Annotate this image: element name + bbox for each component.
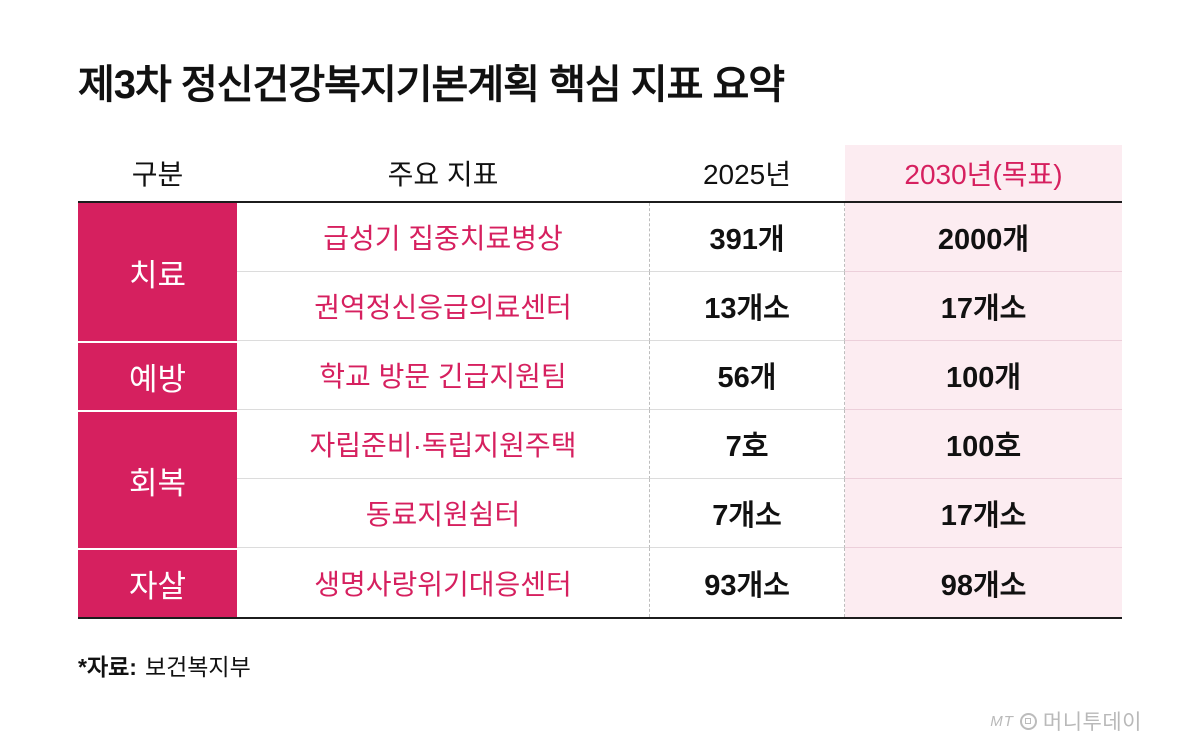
indicator-table: 구분 주요 지표 2025년 2030년(목표) 치료 예방 회복 자살 급성기… bbox=[78, 145, 1122, 619]
value-2025-cell: 7개소 bbox=[649, 479, 845, 548]
moneytoday-logo: MT 머니투데이 bbox=[990, 706, 1142, 736]
value-2030-cell: 98개소 bbox=[845, 548, 1122, 617]
value-2025-cell: 93개소 bbox=[649, 548, 845, 617]
value-2025-cell: 56개 bbox=[649, 341, 845, 410]
value-2025-cell: 7호 bbox=[649, 410, 845, 479]
value-2025-cell: 391개 bbox=[649, 203, 845, 272]
value-2030-cell: 2000개 bbox=[845, 203, 1122, 272]
moneytoday-circle-icon bbox=[1019, 712, 1037, 730]
col-header-indicator: 주요 지표 bbox=[237, 145, 649, 203]
category-cell-recovery: 회복 bbox=[78, 410, 237, 548]
indicator-cell: 동료지원쉼터 bbox=[237, 479, 649, 548]
col-header-2030: 2030년(목표) bbox=[845, 145, 1122, 203]
indicator-cell: 급성기 집중치료병상 bbox=[237, 203, 649, 272]
category-cell-prevention: 예방 bbox=[78, 341, 237, 410]
moneytoday-logo-text: 머니투데이 bbox=[1042, 711, 1142, 734]
indicator-cell: 자립준비·독립지원주택 bbox=[237, 410, 649, 479]
category-cell-treatment: 치료 bbox=[78, 203, 237, 341]
source-label: *자료: bbox=[78, 654, 137, 680]
indicator-cell: 학교 방문 긴급지원팀 bbox=[237, 341, 649, 410]
col-header-category: 구분 bbox=[78, 145, 237, 203]
category-cell-suicide: 자살 bbox=[78, 548, 237, 617]
indicator-cell: 생명사랑위기대응센터 bbox=[237, 548, 649, 617]
value-2030-cell: 17개소 bbox=[845, 272, 1122, 341]
col-header-2025: 2025년 bbox=[649, 145, 845, 203]
indicator-cell: 권역정신응급의료센터 bbox=[237, 272, 649, 341]
source-value: 보건복지부 bbox=[144, 654, 251, 680]
value-2030-cell: 100호 bbox=[845, 410, 1122, 479]
moneytoday-logo-prefix: MT bbox=[990, 712, 1014, 730]
value-2030-cell: 17개소 bbox=[845, 479, 1122, 548]
page-title: 제3차 정신건강복지기본계획 핵심 지표 요약 bbox=[78, 63, 785, 107]
value-2025-cell: 13개소 bbox=[649, 272, 845, 341]
source-note: *자료: 보건복지부 bbox=[78, 648, 251, 682]
value-2030-cell: 100개 bbox=[845, 341, 1122, 410]
